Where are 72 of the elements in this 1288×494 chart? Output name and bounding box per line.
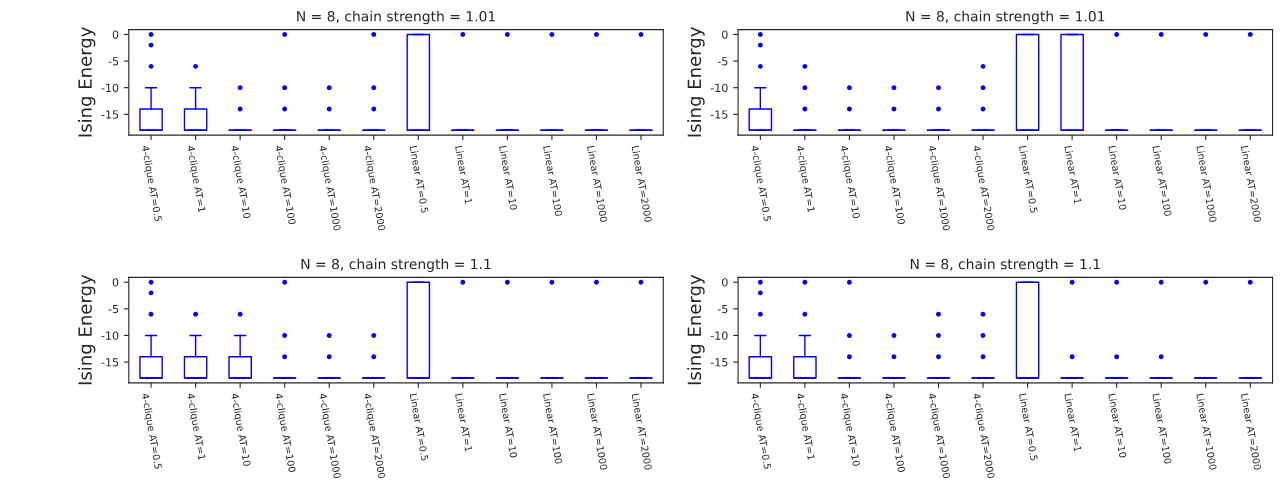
x-tick-label: Linear AT=2000 (1240, 145, 1262, 223)
y-tick-label: -15 (101, 110, 119, 119)
y-tick-label: -15 (710, 358, 728, 367)
y-tick-label: -10 (710, 331, 728, 340)
x-tick-label: 4-clique AT=10 (229, 393, 252, 467)
x-tick-label: 4-clique AT=2000 (970, 145, 996, 232)
x-tick-label: 4-clique AT=2000 (361, 393, 386, 479)
x-tick-label: Linear AT=1 (455, 393, 473, 452)
y-tick-label: 0 (722, 30, 728, 39)
x-tick-label: Linear AT=2000 (631, 393, 653, 471)
x-tick-label: Linear AT=10 (1108, 393, 1127, 458)
x-tick-label: Linear AT=0.5 (1019, 393, 1039, 461)
x-tick-label: Linear AT=10 (499, 393, 518, 458)
x-tick-label: 4-clique AT=0.5 (139, 393, 163, 470)
y-axis-title: Ising Energy (687, 274, 705, 385)
x-tick-label: 4-clique AT=1 (185, 145, 206, 213)
x-tick-label: 4-clique AT=0.5 (749, 393, 772, 470)
y-tick-label: -5 (717, 304, 728, 314)
x-tick-label: Linear AT=100 (543, 145, 563, 217)
x-tick-label: 4-clique AT=1000 (926, 145, 951, 232)
x-tick-label: Linear AT=10 (499, 145, 518, 211)
chart-title: N = 8, chain strength = 1.1 (910, 258, 1100, 272)
x-tick-label: Linear AT=0.5 (409, 145, 429, 213)
y-tick-label: -10 (710, 83, 728, 93)
x-tick-label: 4-clique AT=10 (838, 393, 861, 467)
chart-title: N = 8, chain strength = 1.01 (906, 10, 1105, 25)
x-tick-label: 4-clique AT=100 (882, 393, 906, 473)
y-tick-label: -15 (710, 110, 728, 119)
x-tick-label: 4-clique AT=2000 (970, 393, 996, 479)
x-tick-label: Linear AT=2000 (631, 145, 653, 223)
x-tick-label: Linear AT=1000 (587, 393, 608, 471)
x-tick-label: Linear AT=1000 (587, 145, 608, 223)
y-tick-label: -5 (108, 57, 119, 66)
y-tick-label: -10 (101, 83, 119, 93)
chart-title: N = 8, chain strength = 1.1 (301, 258, 491, 272)
x-tick-label: 4-clique AT=1 (794, 393, 816, 461)
y-axis-title: Ising Energy (77, 27, 96, 137)
y-tick-label: -5 (717, 57, 728, 66)
y-tick-label: -15 (101, 358, 119, 367)
x-tick-label: Linear AT=1 (1064, 393, 1082, 452)
x-tick-label: Linear AT=1000 (1196, 145, 1218, 223)
x-tick-label: 4-clique AT=100 (882, 145, 906, 225)
x-tick-label: 4-clique AT=0.5 (749, 145, 772, 222)
x-tick-label: Linear AT=10 (1108, 145, 1127, 211)
y-tick-label: -10 (101, 331, 119, 340)
y-tick-label: 0 (112, 30, 119, 39)
x-tick-label: 4-clique AT=1000 (317, 145, 342, 232)
y-axis-title: Ising Energy (687, 27, 705, 137)
x-tick-label: Linear AT=100 (543, 393, 563, 464)
x-tick-label: Linear AT=100 (1152, 393, 1172, 464)
x-tick-label: Linear AT=100 (1152, 145, 1172, 217)
x-tick-label: 4-clique AT=1000 (926, 393, 951, 479)
x-tick-label: 4-clique AT=100 (273, 145, 297, 225)
x-tick-label: 4-clique AT=10 (838, 145, 861, 219)
chart-title: N = 8, chain strength = 1.01 (297, 10, 495, 25)
x-tick-label: Linear AT=0.5 (409, 393, 429, 461)
y-axis-title: Ising Energy (77, 274, 96, 385)
x-tick-label: 4-clique AT=0.5 (139, 145, 163, 222)
x-tick-label: Linear AT=1 (455, 145, 473, 204)
x-tick-label: 4-clique AT=1000 (317, 393, 342, 479)
x-tick-label: 4-clique AT=10 (229, 145, 252, 219)
x-tick-label: Linear AT=1000 (1196, 393, 1218, 471)
y-tick-label: -5 (108, 304, 119, 314)
x-tick-label: 4-clique AT=1 (185, 393, 206, 461)
x-tick-label: 4-clique AT=1 (794, 145, 816, 213)
x-tick-label: Linear AT=2000 (1240, 393, 1262, 471)
x-tick-label: Linear AT=0.5 (1019, 145, 1039, 213)
x-tick-label: 4-clique AT=100 (273, 393, 297, 473)
y-tick-label: 0 (112, 278, 119, 287)
y-tick-label: 0 (722, 278, 728, 287)
x-tick-label: Linear AT=1 (1064, 145, 1082, 204)
x-tick-label: 4-clique AT=2000 (361, 145, 386, 232)
